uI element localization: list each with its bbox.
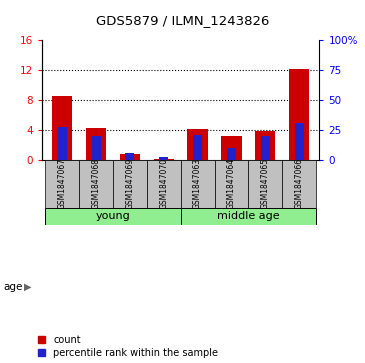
Bar bbox=[215, 160, 248, 208]
Bar bbox=[52, 96, 72, 160]
Bar bbox=[181, 208, 316, 225]
Bar bbox=[282, 160, 316, 208]
Bar bbox=[125, 153, 134, 160]
Bar bbox=[227, 148, 236, 160]
Bar bbox=[261, 136, 270, 160]
Text: GSM1847068: GSM1847068 bbox=[92, 158, 101, 209]
Text: age: age bbox=[4, 282, 23, 292]
Legend: count, percentile rank within the sample: count, percentile rank within the sample bbox=[38, 335, 218, 358]
Bar bbox=[181, 160, 215, 208]
Text: GSM1847070: GSM1847070 bbox=[159, 158, 168, 209]
Text: GSM1847069: GSM1847069 bbox=[126, 158, 134, 209]
Bar bbox=[45, 208, 181, 225]
Text: GSM1847067: GSM1847067 bbox=[58, 158, 67, 209]
Text: middle age: middle age bbox=[217, 211, 280, 221]
Bar bbox=[154, 159, 174, 160]
Bar bbox=[221, 136, 242, 160]
Bar bbox=[295, 123, 304, 160]
Bar bbox=[248, 160, 282, 208]
Text: GSM1847065: GSM1847065 bbox=[261, 158, 270, 209]
Bar bbox=[79, 160, 113, 208]
Bar bbox=[159, 157, 168, 160]
Bar bbox=[92, 136, 101, 160]
Bar bbox=[45, 160, 79, 208]
Bar bbox=[255, 131, 276, 160]
Text: GSM1847066: GSM1847066 bbox=[295, 158, 304, 209]
Bar bbox=[147, 160, 181, 208]
Text: young: young bbox=[96, 211, 130, 221]
Bar bbox=[188, 129, 208, 160]
Text: ▶: ▶ bbox=[24, 282, 31, 292]
Bar bbox=[193, 135, 202, 160]
Bar bbox=[86, 128, 106, 160]
Bar bbox=[113, 160, 147, 208]
Bar bbox=[289, 69, 309, 160]
Text: GDS5879 / ILMN_1243826: GDS5879 / ILMN_1243826 bbox=[96, 14, 269, 27]
Text: GSM1847063: GSM1847063 bbox=[193, 158, 202, 209]
Bar bbox=[120, 154, 140, 160]
Text: GSM1847064: GSM1847064 bbox=[227, 158, 236, 209]
Bar bbox=[58, 127, 67, 160]
